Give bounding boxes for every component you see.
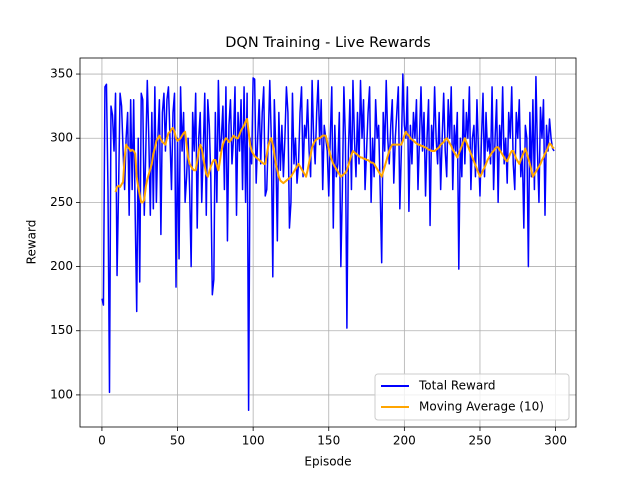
x-tick-label: 100 — [242, 434, 265, 448]
y-axis-label: Reward — [25, 220, 39, 265]
y-tick-label: 350 — [50, 67, 73, 81]
series-line — [114, 117, 555, 204]
legend-label: Moving Average (10) — [419, 400, 544, 414]
x-tick-label: 250 — [469, 434, 492, 448]
plot-area — [101, 73, 555, 412]
axes-frame — [79, 57, 577, 428]
legend-box — [374, 373, 570, 421]
y-tick-label: 150 — [50, 323, 73, 337]
legend-label: Total Reward — [418, 379, 496, 393]
x-tick-label: 200 — [393, 434, 416, 448]
x-tick-label: 50 — [170, 434, 185, 448]
series-line — [101, 73, 555, 412]
x-axis-label: Episode — [304, 455, 351, 469]
x-tick-label: 150 — [317, 434, 340, 448]
x-tick-label: 300 — [544, 434, 567, 448]
y-tick-label: 250 — [50, 195, 73, 209]
chart-title: DQN Training - Live Rewards — [225, 35, 430, 51]
y-tick-label: 100 — [50, 387, 73, 401]
y-tick-label: 200 — [50, 259, 73, 273]
y-tick-label: 300 — [50, 131, 73, 145]
x-tick-label: 0 — [98, 434, 106, 448]
legend: Total Reward Moving Average (10) — [374, 373, 570, 421]
